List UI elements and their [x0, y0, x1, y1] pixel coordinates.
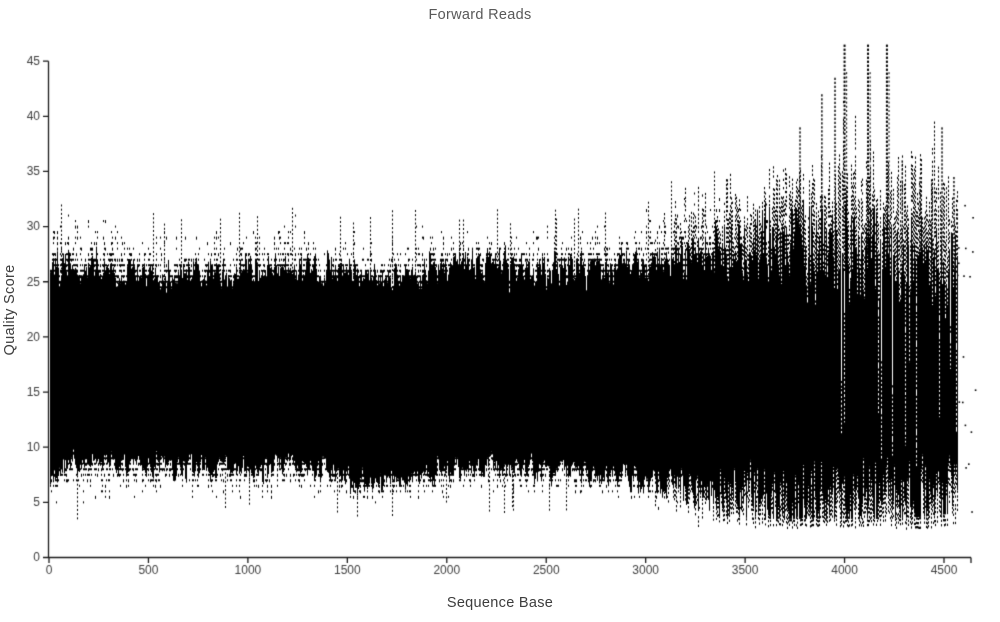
y-axis-title: Quality Score — [2, 264, 18, 356]
x-axis-title: Sequence Base — [446, 595, 554, 611]
chart-title: Forward Reads — [428, 7, 532, 23]
